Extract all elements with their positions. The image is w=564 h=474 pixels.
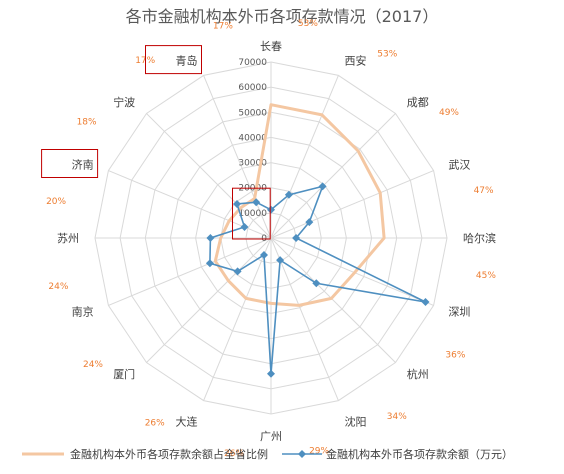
percent-label: 53% xyxy=(377,50,397,60)
data-point-value xyxy=(305,218,314,227)
data-point-value xyxy=(292,234,301,242)
grid-spoke xyxy=(270,113,396,239)
grid-spoke xyxy=(270,75,339,239)
percent-label: 49% xyxy=(439,108,459,118)
percent-label: 18% xyxy=(77,118,97,128)
percent-label: 36% xyxy=(445,350,465,360)
category-label: 沈阳 xyxy=(345,414,367,428)
category-label: 西安 xyxy=(345,54,367,68)
data-point-value xyxy=(260,251,268,259)
percent-label: 20% xyxy=(46,197,66,207)
tick-label: 60000 xyxy=(238,83,267,93)
percent-label: 24% xyxy=(83,360,103,370)
data-point-value xyxy=(284,190,293,199)
grid-spoke xyxy=(146,113,272,239)
category-label: 武汉 xyxy=(448,159,470,172)
percent-label: 24% xyxy=(48,282,68,292)
data-point-value xyxy=(206,234,215,242)
category-label: 杭州 xyxy=(407,367,429,381)
data-point-value xyxy=(267,369,275,378)
data-point-value xyxy=(233,267,242,276)
percent-label: 17% xyxy=(213,21,233,31)
series-line-percent xyxy=(213,103,386,307)
data-point-value xyxy=(205,259,214,268)
category-label: 长春 xyxy=(260,40,282,53)
category-label: 深圳 xyxy=(448,306,470,319)
grid-spoke xyxy=(108,237,272,306)
percent-label: 29% xyxy=(309,447,329,457)
data-point-value xyxy=(233,200,241,208)
highlight-box xyxy=(145,45,202,75)
percent-label: 53% xyxy=(298,19,318,29)
data-point-value xyxy=(318,182,327,191)
data-point-value xyxy=(240,223,249,231)
percent-label: 47% xyxy=(474,186,494,196)
tick-label: 70000 xyxy=(238,58,267,68)
data-point-value xyxy=(267,205,275,214)
tick-label: 50000 xyxy=(238,108,267,118)
highlight-box xyxy=(41,149,99,178)
chart-title: 各市金融机构本外币各项存款情况（2017） xyxy=(126,7,439,26)
data-point-value xyxy=(312,279,321,288)
percent-label: 26% xyxy=(224,449,244,459)
category-label: 青岛 xyxy=(176,54,198,68)
grid-spoke xyxy=(270,237,396,363)
category-label: 大连 xyxy=(176,414,198,428)
category-label: 苏州 xyxy=(57,232,79,245)
legend-label-percent: 金融机构本外币各项存款余额占全省比例 xyxy=(70,447,268,461)
data-point-value xyxy=(276,256,285,265)
legend: 金融机构本外币各项存款余额占全省比例 金融机构本外币各项存款余额（万元） xyxy=(22,447,513,461)
category-label: 济南 xyxy=(72,158,94,172)
highlight-boxes xyxy=(41,45,271,240)
grid-spoke xyxy=(270,237,339,401)
grid-spoke xyxy=(203,237,272,401)
category-label: 广州 xyxy=(260,430,282,443)
percent-label: 45% xyxy=(476,271,496,281)
legend-marker-value xyxy=(298,450,306,458)
grid-spoke xyxy=(270,237,434,306)
category-label: 哈尔滨 xyxy=(463,231,496,245)
category-label: 厦门 xyxy=(113,367,135,381)
tick-label: 30000 xyxy=(238,159,267,169)
tick-label: 40000 xyxy=(238,133,267,143)
highlight-box-cluster xyxy=(232,187,271,240)
data-point-value xyxy=(252,198,261,207)
data-point-value xyxy=(421,298,430,306)
grid-spoke xyxy=(146,237,272,363)
radar-series xyxy=(205,103,430,378)
category-label: 成都 xyxy=(407,96,429,109)
category-label: 宁波 xyxy=(113,95,135,109)
category-label: 南京 xyxy=(72,305,94,319)
percent-label: 34% xyxy=(387,412,407,422)
tick-label: 10000 xyxy=(238,209,267,219)
grid-spoke xyxy=(270,170,434,239)
legend-label-value: 金融机构本外币各项存款余额（万元） xyxy=(326,447,513,461)
percent-label: 26% xyxy=(145,418,165,428)
radar-grid xyxy=(94,61,448,415)
grid-spoke xyxy=(203,75,272,239)
tick-label: 20000 xyxy=(238,184,267,194)
